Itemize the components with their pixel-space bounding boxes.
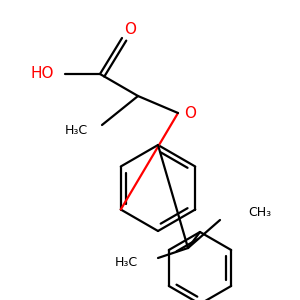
Text: H₃C: H₃C (115, 256, 138, 268)
Text: HO: HO (30, 67, 54, 82)
Text: O: O (184, 106, 196, 121)
Text: H₃C: H₃C (65, 124, 88, 136)
Text: O: O (124, 22, 136, 38)
Text: CH₃: CH₃ (248, 206, 271, 220)
